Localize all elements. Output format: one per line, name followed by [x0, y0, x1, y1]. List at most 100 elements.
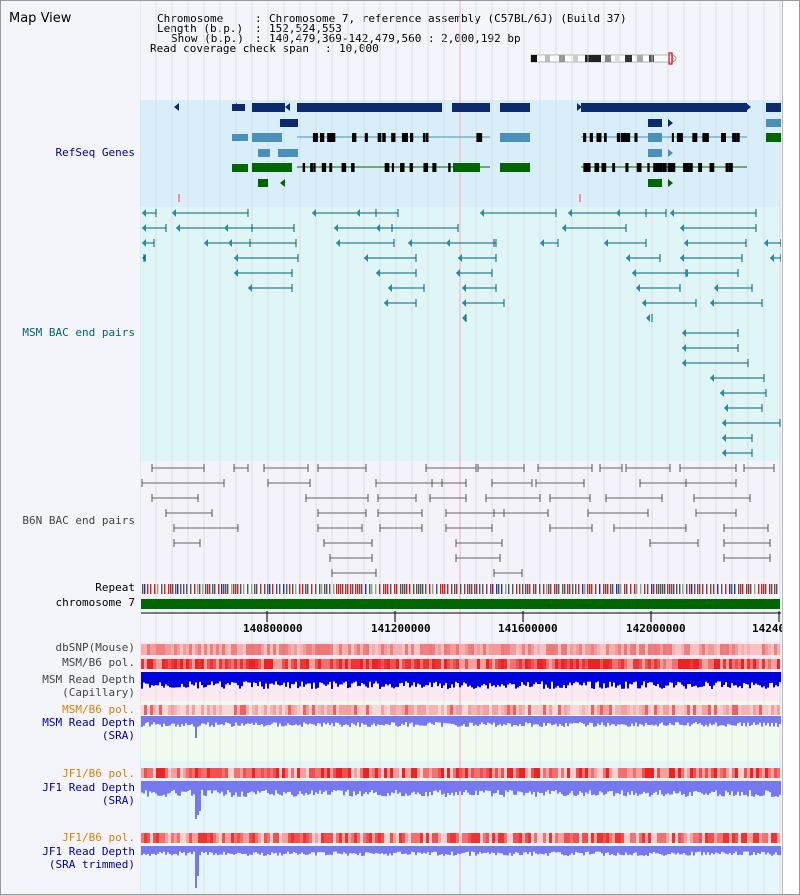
depth-bar	[747, 846, 749, 852]
heat-cell	[558, 705, 561, 715]
depth-bar	[759, 672, 761, 686]
depth-bar	[461, 781, 463, 796]
chromosome-ideogram[interactable]	[529, 52, 681, 66]
heat-cell	[150, 659, 153, 669]
depth-bar	[383, 781, 385, 796]
heat-cell	[447, 768, 450, 778]
heat-cell	[669, 644, 672, 655]
refseq-exon	[479, 133, 483, 142]
track-label-msm-depth-capillary-1[interactable]: MSM Read Depth	[42, 673, 135, 686]
heat-cell	[267, 705, 270, 715]
heat-cell	[402, 833, 405, 843]
heat-cell	[654, 768, 657, 778]
depth-bar	[461, 846, 463, 854]
heat-cell	[186, 644, 189, 655]
heat-cell	[393, 768, 396, 778]
depth-bar	[221, 716, 223, 725]
track-label-jf1-pol-2[interactable]: JF1/B6 pol.	[62, 831, 135, 844]
track-label-dbsnp[interactable]: dbSNP(Mouse)	[55, 641, 135, 654]
track-label-jf1-depth-trimmed-1[interactable]: JF1 Read Depth	[42, 845, 135, 858]
vertical-scrollbar[interactable]	[782, 1, 799, 894]
heat-cell	[456, 705, 459, 715]
depth-bar	[779, 846, 781, 856]
heat-cell	[471, 659, 474, 669]
heat-cell	[540, 833, 543, 843]
depth-bar	[413, 672, 415, 683]
depth-bar	[283, 846, 285, 855]
depth-bar	[175, 672, 177, 688]
heat-cell	[699, 705, 702, 715]
depth-bar	[731, 672, 733, 684]
depth-bar	[453, 716, 455, 725]
heat-cell	[246, 705, 249, 715]
depth-bar	[657, 672, 659, 685]
heat-cell	[357, 768, 360, 778]
heat-cell	[672, 833, 675, 843]
depth-bar	[485, 781, 487, 791]
repeat-block	[516, 584, 518, 594]
heat-cell	[462, 833, 465, 843]
track-label-jf1-pol[interactable]: JF1/B6 pol.	[62, 767, 135, 780]
track-label-msm-b6-pol[interactable]: MSM/B6 pol.	[62, 656, 135, 669]
track-label-b6n-bac[interactable]: B6N BAC end pairs	[22, 514, 135, 527]
track-label-msm-b6-pol-2[interactable]: MSM/B6 pol.	[62, 703, 135, 716]
heat-cell	[591, 768, 594, 778]
heat-cell	[219, 659, 222, 669]
heat-cell	[414, 659, 417, 669]
repeat-block	[533, 584, 535, 594]
heat-cell	[525, 768, 528, 778]
depth-bar	[157, 716, 159, 725]
repeat-block	[324, 584, 326, 594]
depth-bar	[147, 846, 149, 854]
track-label-refseq[interactable]: RefSeq Genes	[55, 146, 135, 159]
depth-bar	[433, 846, 435, 852]
depth-bar	[253, 846, 255, 853]
depth-bar	[647, 846, 649, 856]
refseq-mark	[579, 194, 581, 202]
depth-bar	[459, 781, 461, 792]
depth-bar	[239, 672, 241, 689]
depth-bar	[609, 672, 611, 682]
track-label-repeat[interactable]: Repeat	[95, 581, 135, 594]
heat-cell	[519, 768, 522, 778]
heat-cell	[537, 768, 540, 778]
repeat-block	[225, 584, 227, 594]
heat-cell	[414, 705, 417, 715]
depth-bar	[297, 716, 299, 726]
depth-bar	[547, 781, 549, 791]
heat-cell	[432, 644, 435, 655]
msm-bac-end	[234, 269, 238, 277]
depth-bar	[599, 716, 601, 725]
depth-bar	[515, 846, 517, 853]
genome-browser-canvas[interactable]: 140800000 141200000 141600000 142000000 …	[140, 1, 799, 894]
heat-cell	[387, 644, 390, 655]
depth-bar	[645, 672, 647, 688]
heat-cell	[288, 833, 291, 843]
depth-bar	[311, 716, 313, 725]
heat-cell	[759, 768, 762, 778]
heat-cell	[231, 705, 234, 715]
refseq-exon	[671, 133, 674, 142]
heat-cell	[624, 705, 627, 715]
depth-bar	[307, 672, 309, 684]
repeat-block	[734, 584, 736, 594]
depth-bar	[571, 716, 573, 724]
track-label-msm-bac[interactable]: MSM BAC end pairs	[22, 326, 135, 339]
heat-cell	[570, 659, 573, 669]
depth-bar	[737, 672, 739, 688]
track-label-jf1-depth-sra-1[interactable]: JF1 Read Depth	[42, 781, 135, 794]
repeat-block	[307, 584, 309, 594]
repeat-block	[292, 584, 294, 594]
refseq-gene	[453, 163, 480, 172]
depth-bar	[385, 846, 387, 854]
repeat-block	[562, 584, 564, 594]
depth-bar	[157, 781, 159, 796]
heat-cell	[720, 644, 723, 655]
heat-cell	[375, 644, 378, 655]
heat-cell	[408, 833, 411, 843]
heat-cell	[522, 659, 525, 669]
repeat-block	[207, 584, 209, 594]
repeat-block	[679, 584, 681, 594]
track-label-msm-depth-sra-1[interactable]: MSM Read Depth	[42, 716, 135, 729]
depth-bar	[303, 846, 305, 855]
